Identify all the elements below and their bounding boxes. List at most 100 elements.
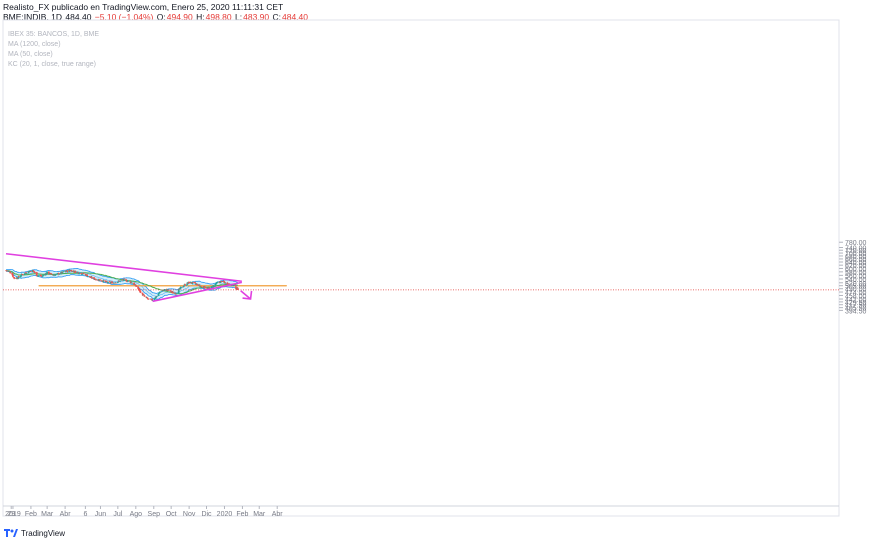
- candle-body: [74, 271, 77, 273]
- candle-body: [78, 272, 81, 274]
- candle: [202, 285, 204, 288]
- candle-body: [31, 269, 34, 273]
- candle: [103, 280, 105, 282]
- candle: [86, 273, 89, 277]
- candle: [45, 272, 47, 276]
- candle: [135, 285, 138, 288]
- candle-body: [154, 298, 156, 300]
- candle: [171, 290, 174, 294]
- candle-body: [141, 293, 144, 296]
- candle-body: [30, 271, 32, 272]
- candle-body: [125, 279, 127, 280]
- candle-body: [49, 273, 51, 275]
- candle-body: [52, 274, 54, 276]
- candle-body: [78, 273, 80, 275]
- x-tick-label: Dic: [201, 511, 212, 518]
- candle-body: [200, 286, 203, 287]
- candle: [196, 283, 199, 286]
- candle-body: [149, 298, 152, 300]
- candle-body: [47, 271, 50, 275]
- candle: [127, 280, 130, 282]
- candle: [163, 289, 166, 291]
- candle-body: [138, 288, 141, 291]
- y-tick-label: 780.00: [845, 240, 867, 247]
- candle: [74, 270, 77, 273]
- candle: [194, 281, 196, 284]
- candle: [234, 284, 237, 287]
- candle-body: [214, 284, 217, 285]
- candle: [9, 271, 12, 274]
- candle-body: [125, 280, 128, 282]
- tradingview-footer[interactable]: TradingView: [4, 527, 65, 539]
- candle-body: [223, 281, 226, 283]
- candle: [116, 281, 119, 284]
- candle: [90, 275, 93, 279]
- candle: [143, 294, 145, 296]
- candle-body: [81, 274, 84, 275]
- candle: [17, 275, 20, 278]
- candle: [33, 271, 36, 274]
- candle-body: [155, 296, 158, 297]
- candle-body: [80, 272, 83, 275]
- candle-body: [162, 290, 164, 292]
- candle-body: [65, 271, 68, 272]
- x-tick-label: Jul: [113, 511, 122, 518]
- high-value: 498.80: [205, 12, 232, 22]
- candle: [154, 296, 157, 299]
- candle-body: [216, 282, 218, 284]
- candle: [147, 298, 150, 300]
- candle: [94, 278, 97, 281]
- candle-body: [72, 270, 75, 272]
- price-change: −5.10 (−1.04%): [94, 12, 154, 22]
- candle: [31, 269, 34, 273]
- candle-body: [185, 284, 188, 286]
- y-tick-label: 700.00: [845, 251, 867, 258]
- x-tick-label: Ago: [130, 511, 143, 518]
- candle-body: [216, 282, 219, 283]
- candle: [82, 272, 85, 275]
- candle: [146, 297, 149, 299]
- chart-header: Realisto_FX publicado en TradingView.com…: [3, 2, 309, 22]
- candle-body: [126, 280, 129, 282]
- candle-body: [34, 272, 36, 273]
- x-tick-label: Nov: [183, 511, 196, 518]
- y-tick-label: 680.00: [845, 254, 867, 261]
- forecast-arrow-head: [242, 290, 253, 300]
- y-tick-label: 474.00: [845, 290, 867, 297]
- candle-body: [143, 294, 145, 296]
- candle-body: [162, 290, 165, 291]
- candle-body: [191, 282, 194, 284]
- candle-body: [139, 290, 142, 293]
- candle: [204, 287, 207, 289]
- candle-body: [129, 280, 131, 282]
- y-tick-label: 580.00: [845, 270, 867, 277]
- candle-body: [182, 286, 185, 288]
- candle: [163, 288, 166, 291]
- candle-body: [100, 280, 103, 282]
- candle: [58, 273, 61, 275]
- keltner-upper-line: [5, 267, 238, 294]
- candle-body: [109, 282, 112, 284]
- x-tick-label: Abr: [60, 511, 72, 518]
- candle-body: [163, 289, 166, 291]
- open-value: 494.90: [166, 12, 193, 22]
- candle-body: [98, 279, 101, 281]
- y-tick-label: 505.00: [845, 284, 867, 291]
- y-tick-label: 490.00: [845, 287, 867, 294]
- candle: [13, 277, 16, 279]
- candle-body: [16, 277, 18, 279]
- candle: [199, 285, 202, 287]
- candle: [42, 274, 44, 277]
- candle: [155, 295, 158, 298]
- candle-body: [143, 295, 146, 297]
- candle-body: [187, 282, 189, 284]
- candle-body: [194, 283, 197, 285]
- candle-body: [235, 286, 237, 290]
- candle: [176, 292, 178, 294]
- candle: [131, 282, 134, 284]
- candle-body: [122, 278, 125, 281]
- publish-line: Realisto_FX publicado en TradingView.com…: [3, 2, 284, 12]
- y-tick-label: 417.50: [845, 303, 867, 310]
- plot-area: [2, 19, 840, 517]
